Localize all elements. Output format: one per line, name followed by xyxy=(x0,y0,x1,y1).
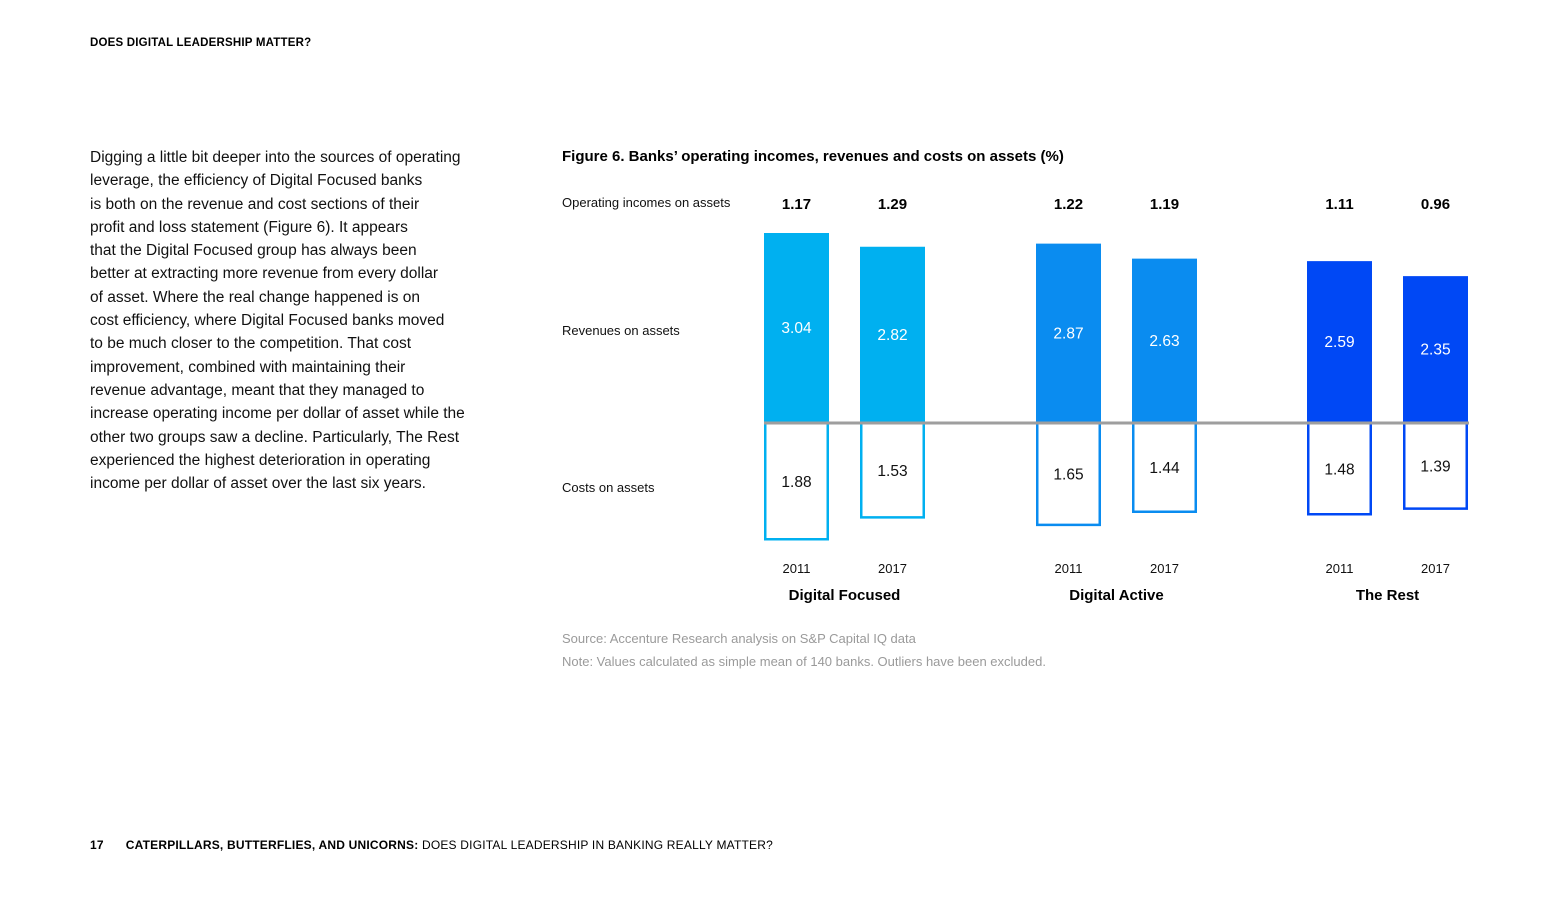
source-notes: Source: Accenture Research analysis on S… xyxy=(562,627,1046,673)
revenue-value-label: 3.04 xyxy=(781,320,812,337)
body-text-line: is both on the revenue and cost sections… xyxy=(90,195,420,213)
year-tick-label: 2017 xyxy=(1150,561,1179,576)
revenue-value-label: 2.87 xyxy=(1053,325,1083,342)
revenue-bar xyxy=(1403,276,1468,423)
body-text-line: improvement, combined with maintaining t… xyxy=(90,358,406,376)
row-label-revenues: Revenues on assets xyxy=(562,323,680,338)
source-text: Source: Accenture Research analysis on S… xyxy=(562,631,916,646)
body-text-line: other two groups saw a decline. Particul… xyxy=(90,428,460,446)
group-label: The Rest xyxy=(1356,587,1419,604)
revenue-value-label: 2.82 xyxy=(877,327,907,344)
body-text-line: increase operating income per dollar of … xyxy=(90,405,465,423)
body-text-line: cost efficiency, where Digital Focused b… xyxy=(90,312,445,330)
body-text-line: income per dollar of asset over the last… xyxy=(90,475,426,493)
cost-value-label: 1.65 xyxy=(1053,467,1083,484)
cost-bar xyxy=(1036,421,1101,527)
cost-value-label: 1.44 xyxy=(1149,460,1180,477)
operating-income-label: 1.22 xyxy=(1054,196,1083,213)
report-name: CATERPILLARS, BUTTERFLIES, AND UNICORNS: xyxy=(125,838,419,852)
revenue-bar xyxy=(1132,258,1197,423)
operating-income-label: 1.11 xyxy=(1325,196,1353,213)
body-text-line: Digging a little bit deeper into the sou… xyxy=(90,149,461,166)
body-text-line: profit and loss statement (Figure 6). It… xyxy=(90,218,408,236)
cost-bar xyxy=(1132,421,1197,513)
body-text-line: revenue advantage, meant that they manag… xyxy=(90,381,425,399)
body-text-line: of asset. Where the real change happened… xyxy=(90,288,421,306)
operating-income-label: 0.96 xyxy=(1421,196,1450,213)
row-label-costs: Costs on assets xyxy=(562,480,655,495)
group-label: Digital Active xyxy=(1069,587,1163,604)
operating-income-label: 1.17 xyxy=(782,196,811,213)
cost-value-label: 1.39 xyxy=(1420,458,1450,475)
note-text: Note: Values calculated as simple mean o… xyxy=(562,654,1046,669)
cost-value-label: 1.53 xyxy=(877,463,907,480)
row-label-operating: Operating incomes on assets xyxy=(562,195,731,210)
revenue-bar xyxy=(764,233,829,423)
body-text-line: better at extracting more revenue from e… xyxy=(90,265,439,283)
cost-bar xyxy=(860,421,925,519)
cost-value-label: 1.48 xyxy=(1324,461,1354,478)
operating-income-label: 1.29 xyxy=(878,196,907,213)
body-text-line: that the Digital Focused group has alway… xyxy=(90,242,417,260)
group-label: Digital Focused xyxy=(789,587,901,604)
cost-bar xyxy=(764,421,829,541)
revenue-bar xyxy=(1307,261,1372,423)
report-subtitle: DOES DIGITAL LEADERSHIP IN BANKING REALL… xyxy=(418,838,773,852)
page-footer: 17 CATERPILLARS, BUTTERFLIES, AND UNICORN… xyxy=(90,838,773,852)
body-text-line: to be much closer to the competition. Th… xyxy=(90,335,412,353)
body-text-line: experienced the highest deterioration in… xyxy=(90,451,431,469)
revenue-value-label: 2.63 xyxy=(1149,333,1179,350)
cost-bar xyxy=(1307,421,1372,516)
body-paragraph: Digging a little bit deeper into the sou… xyxy=(90,146,530,495)
year-tick-label: 2011 xyxy=(1055,561,1083,576)
body-text-line: leverage, the efficiency of Digital Focu… xyxy=(90,172,423,190)
cost-value-label: 1.88 xyxy=(781,474,811,491)
figure-title: Figure 6. Banks’ operating incomes, reve… xyxy=(562,148,1064,165)
page-header-title: DOES DIGITAL LEADERSHIP MATTER? xyxy=(90,37,312,49)
revenue-value-label: 2.35 xyxy=(1420,342,1450,359)
operating-income-label: 1.19 xyxy=(1150,196,1179,213)
revenue-value-label: 2.59 xyxy=(1324,334,1354,351)
page-number: 17 xyxy=(90,838,104,852)
year-tick-label: 2011 xyxy=(1326,561,1354,576)
revenue-bar xyxy=(1036,243,1101,423)
revenue-bar xyxy=(860,246,925,423)
year-tick-label: 2017 xyxy=(1421,561,1450,576)
year-tick-label: 2011 xyxy=(783,561,811,576)
year-tick-label: 2017 xyxy=(878,561,907,576)
cost-bar xyxy=(1403,421,1468,510)
